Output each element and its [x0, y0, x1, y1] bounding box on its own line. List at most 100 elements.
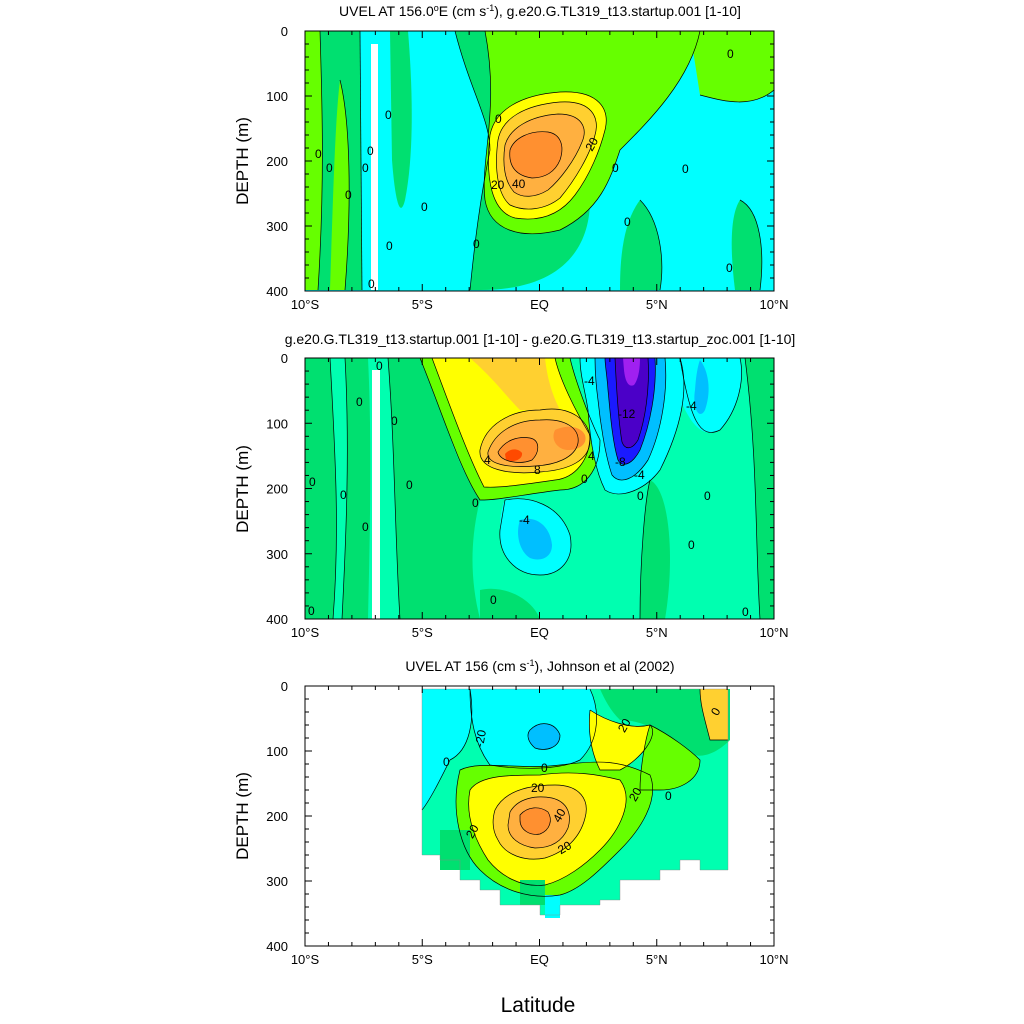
p3-clabel-7: 20 — [615, 716, 634, 735]
p1-gap — [371, 44, 378, 290]
p2-clabel-5: 0 — [376, 359, 383, 373]
x-tick-label: 10°N — [759, 952, 788, 967]
p2-band-north-edge — [745, 358, 774, 619]
panel-2: g.e20.G.TL319_t13.startup.001 [1-10] - g… — [233, 331, 795, 640]
p2-band-neg-3 — [615, 358, 649, 448]
p1-band-north-top — [690, 31, 774, 102]
y-tick-label: 300 — [266, 547, 288, 562]
p2-clabel-6: 0 — [391, 414, 398, 428]
p3-contour-labels: -20 0 0 20 20 40 20 20 20 0 0 — [443, 705, 724, 857]
p3-band-ne-green — [600, 689, 730, 756]
x-tick-label: 5°S — [412, 297, 433, 312]
p1-contour-lines — [317, 31, 774, 291]
y-tick-label: 0 — [281, 351, 288, 366]
p3-clabel-9: 0 — [665, 789, 672, 803]
y-tick-label: 400 — [266, 612, 288, 627]
p1-clabel-12: 0 — [682, 162, 689, 176]
p2-clabel-15: -4 — [519, 513, 530, 527]
panel-1: UVEL AT 156.0oE (cm s-1), g.e20.G.TL319_… — [233, 3, 789, 312]
panel-3-title: UVEL AT 156 (cm s-1), Johnson et al (200… — [405, 658, 674, 674]
panel-3: UVEL AT 156 (cm s-1), Johnson et al (200… — [233, 658, 789, 967]
p3-band-upper-yellow — [589, 710, 653, 770]
p1-clabel-10: 0 — [495, 112, 502, 126]
p1-band-jet-core — [509, 131, 562, 178]
p2-clabel-3: 0 — [356, 395, 363, 409]
p1-clabel-7: 0 — [368, 277, 375, 291]
p2-contour-lines — [329, 358, 761, 619]
x-tick-label: 5°N — [646, 625, 668, 640]
y-tick-label: 100 — [266, 416, 288, 431]
p2-clabel-1: 0 — [309, 475, 316, 489]
p2-clabel-16: -8 — [615, 455, 626, 469]
p3-band-east-green — [640, 725, 700, 790]
y-tick-label: 400 — [266, 284, 288, 299]
p2-clabel-12: 8 — [534, 463, 541, 477]
p1-clabel-3: 0 — [362, 161, 369, 175]
p2-clabel-13: 4 — [588, 449, 595, 463]
p1-band-south-2 — [330, 80, 350, 290]
y-tick-label: 0 — [281, 679, 288, 694]
p1-band-mid-deep — [620, 200, 662, 290]
p2-band-deep-green — [480, 588, 540, 619]
p1-clabel-17: 0 — [624, 215, 631, 229]
p1-clabel-2: 0 — [345, 188, 352, 202]
p2-clabel-23: 0 — [742, 605, 749, 619]
p1-clabel-5: 0 — [385, 108, 392, 122]
x-tick-label: 5°S — [412, 952, 433, 967]
p3-clabel-0: -20 — [472, 728, 489, 748]
p1-clabel-11: 0 — [612, 161, 619, 175]
panel-3-field — [421, 688, 730, 918]
p2-clabel-14: -4 — [584, 374, 595, 388]
p3-clabel-5: 40 — [550, 806, 569, 825]
p3-data-edge — [421, 688, 729, 916]
p2-clabel-18: -12 — [618, 407, 636, 421]
p3-clabel-3: 20 — [531, 781, 545, 795]
panel-2-title: g.e20.G.TL319_t13.startup.001 [1-10] - g… — [285, 331, 796, 347]
p2-gap — [372, 370, 380, 619]
p2-band-neg-north-core — [694, 360, 709, 414]
p2-clabel-2: 0 — [340, 488, 347, 502]
p2-clabel-10: 0 — [581, 472, 588, 486]
panel-1-field — [305, 31, 774, 291]
p2-clabel-21: 0 — [704, 489, 711, 503]
p2-ylabel: DEPTH (m) — [233, 445, 252, 533]
x-tick-label: 5°N — [646, 297, 668, 312]
x-axis-label: Latitude — [501, 994, 576, 1017]
p2-band-mid — [640, 480, 670, 619]
p2-clabel-11: 4 — [484, 453, 491, 467]
p2-band-s3 — [388, 358, 480, 619]
x-tick-label: EQ — [530, 625, 549, 640]
x-tick-label: 10°N — [759, 625, 788, 640]
p1-contour-labels: 0 0 0 0 0 0 0 0 0 0 0 0 0 20 20 40 0 0 0 — [315, 47, 734, 291]
p3-band-deep-green — [520, 880, 545, 905]
y-tick-label: 200 — [266, 809, 288, 824]
panel-2-field — [305, 358, 774, 619]
p1-clabel-4: 0 — [367, 144, 374, 158]
y-tick-label: 200 — [266, 154, 288, 169]
p3-band-core-50 — [520, 807, 551, 835]
panel-1-title: UVEL AT 156.0oE (cm s-1), g.e20.G.TL319_… — [339, 3, 741, 19]
p3-clabel-4: 20 — [463, 822, 482, 841]
p2-band-deep-neg-core — [518, 518, 552, 560]
p1-clabel-14: 20 — [491, 178, 505, 192]
p1-clabel-6: 0 — [386, 239, 393, 253]
p1-clabel-16: 0 — [727, 47, 734, 61]
p2-clabel-9: 0 — [490, 593, 497, 607]
x-tick-label: 10°N — [759, 297, 788, 312]
p2-clabel-19: -4 — [686, 399, 697, 413]
p1-clabel-13: 20 — [582, 135, 601, 154]
p1-ylabel: DEPTH (m) — [233, 117, 252, 205]
p2-clabel-4: 0 — [362, 520, 369, 534]
p2-contour-labels: 0 0 0 0 0 0 0 0 0 0 0 4 8 4 -4 -4 -8 -4 … — [308, 359, 749, 619]
p1-clabel-15: 40 — [512, 177, 526, 191]
p2-band-neg-core — [623, 358, 640, 386]
p2-clabel-22: 0 — [688, 538, 695, 552]
x-tick-label: EQ — [530, 297, 549, 312]
x-tick-label: 5°N — [646, 952, 668, 967]
p2-band-neg-north — [680, 358, 742, 433]
x-tick-label: EQ — [530, 952, 549, 967]
